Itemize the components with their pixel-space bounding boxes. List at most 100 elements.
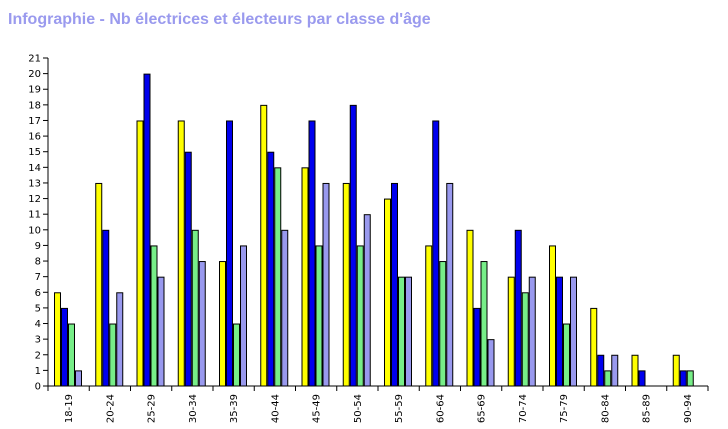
y-tick-label: 11: [28, 210, 41, 221]
bar: [75, 370, 82, 387]
bar: [301, 167, 309, 387]
y-tick-label: 0: [35, 382, 41, 393]
bar: [363, 214, 371, 387]
x-tick-label: 20-24: [105, 394, 116, 423]
bar: [109, 323, 117, 387]
x-tick-label: 75-79: [559, 394, 570, 423]
bar: [473, 307, 481, 387]
y-tick-label: 19: [28, 85, 41, 96]
bar: [68, 323, 75, 387]
bar: [219, 261, 226, 387]
bar: [61, 307, 68, 387]
bar: [191, 229, 199, 387]
bar: [274, 167, 282, 387]
bar: [308, 120, 316, 387]
bar: [342, 182, 350, 387]
bar: [631, 354, 639, 387]
bar: [507, 276, 515, 387]
y-tick-label: 20: [28, 69, 41, 80]
chart-title: Infographie - Nb électrices et électeurs…: [8, 11, 431, 28]
y-tick-label: 5: [35, 303, 41, 314]
x-tick-label: 80-84: [600, 394, 611, 423]
y-tick-label: 10: [28, 225, 41, 236]
bar: [439, 261, 447, 387]
y-tick-label: 15: [28, 147, 41, 158]
y-tick-label: 18: [28, 100, 41, 111]
y-tick-label: 9: [35, 241, 41, 252]
bar: [570, 276, 577, 387]
y-tick-label: 13: [28, 178, 41, 189]
bar: [116, 292, 124, 387]
bars-group: [54, 73, 694, 387]
bar: [157, 276, 165, 387]
y-tick-label: 3: [35, 335, 41, 346]
bar: [638, 370, 646, 387]
bar: [136, 120, 144, 387]
bar: [391, 182, 398, 387]
x-tick-label: 55-59: [394, 394, 405, 423]
bar: [102, 229, 110, 387]
x-tick-label: 45-49: [312, 394, 323, 423]
x-tick-label: 70-74: [518, 394, 529, 423]
bar: [432, 120, 440, 387]
x-tick-label: 30-34: [188, 394, 199, 423]
bar: [233, 323, 240, 387]
bar: [184, 151, 192, 387]
y-tick-label: 8: [35, 257, 41, 268]
bar: [549, 245, 556, 387]
x-tick-label: 18-19: [64, 394, 75, 423]
bar: [198, 261, 206, 387]
bar: [240, 245, 247, 387]
bar: [267, 151, 275, 387]
y-tick-label: 7: [35, 272, 41, 283]
bar: [528, 276, 536, 387]
x-tick-label: 35-39: [229, 394, 240, 423]
y-tick-label: 21: [28, 54, 41, 65]
bar: [425, 245, 433, 387]
bar: [521, 292, 529, 387]
x-tick-label: 25-29: [147, 394, 158, 423]
bar: [686, 370, 694, 387]
y-tick-label: 16: [28, 132, 41, 143]
bar: [466, 229, 474, 387]
bar: [281, 229, 289, 387]
bar: [487, 339, 495, 387]
bar: [590, 307, 598, 387]
bar: [480, 261, 488, 387]
bar: [177, 120, 185, 387]
x-tick-label: 65-69: [477, 394, 488, 423]
bar: [514, 229, 522, 387]
bar: [54, 292, 61, 387]
y-tick-label: 14: [28, 163, 41, 174]
bar: [446, 182, 454, 387]
x-tick-label: 50-54: [353, 394, 364, 423]
x-tick-label: 85-89: [642, 394, 653, 423]
y-tick-label: 6: [35, 288, 41, 299]
bar: [384, 198, 391, 387]
y-tick-label: 12: [28, 194, 41, 205]
bar: [563, 323, 570, 387]
bar: [260, 104, 268, 387]
bar: [349, 104, 357, 387]
bar: [398, 276, 405, 387]
y-tick-label: 2: [35, 350, 41, 361]
bar: [597, 354, 605, 387]
bar: [226, 120, 233, 387]
bar: [556, 276, 563, 387]
bar: [143, 73, 151, 387]
bar: [405, 276, 412, 387]
y-tick-label: 1: [35, 366, 41, 377]
y-tick-label: 17: [28, 116, 41, 127]
bar: [604, 370, 612, 387]
bar: [150, 245, 158, 387]
bar: [356, 245, 364, 387]
x-tick-label: 60-64: [435, 394, 446, 423]
bar: [679, 370, 687, 387]
bar: [315, 245, 323, 387]
bar: [95, 182, 103, 387]
bar: [322, 182, 330, 387]
x-tick-label: 90-94: [683, 394, 694, 423]
y-tick-label: 4: [35, 319, 41, 330]
